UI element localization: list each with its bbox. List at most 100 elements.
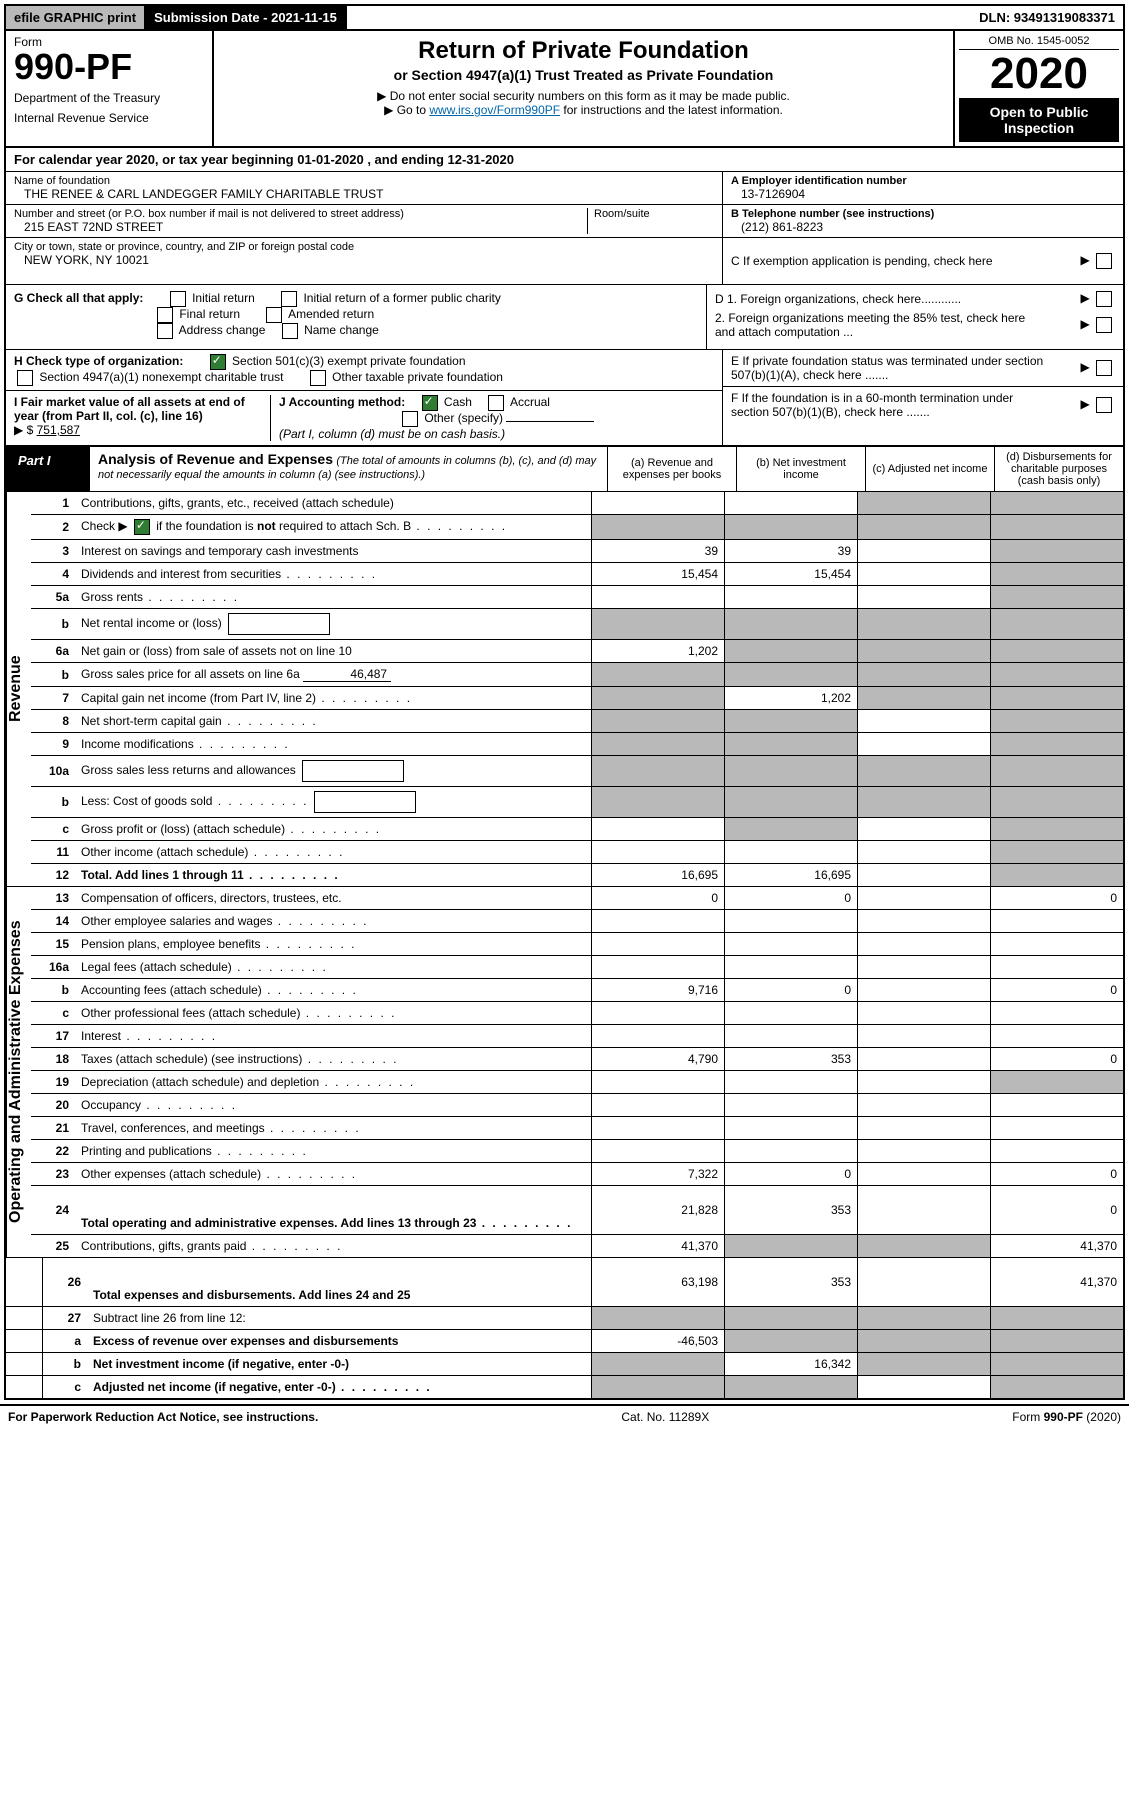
value-cell — [991, 1330, 1124, 1353]
value-cell: 16,695 — [725, 864, 858, 887]
d1-label: D 1. Foreign organizations, check here..… — [715, 292, 961, 306]
value-cell — [991, 933, 1124, 956]
e-checkbox[interactable] — [1096, 360, 1112, 376]
g-address-checkbox[interactable] — [157, 323, 173, 339]
value-cell — [725, 787, 858, 818]
value-cell — [725, 663, 858, 687]
value-cell: 16,695 — [592, 864, 725, 887]
f-checkbox[interactable] — [1096, 397, 1112, 413]
line-number: 1 — [31, 492, 75, 515]
h-opt3: Other taxable private foundation — [332, 370, 503, 384]
value-cell: 0 — [592, 887, 725, 910]
value-cell — [991, 1025, 1124, 1048]
table-row: 3Interest on savings and temporary cash … — [31, 540, 1123, 563]
h-501c3-checkbox[interactable] — [210, 354, 226, 370]
value-cell — [858, 540, 991, 563]
revenue-section: Revenue 1Contributions, gifts, grants, e… — [6, 492, 1123, 886]
j-other-line[interactable] — [506, 421, 594, 422]
col-b-header: (b) Net investment income — [736, 447, 865, 491]
value-cell — [858, 1048, 991, 1071]
c-label: C If exemption application is pending, c… — [731, 254, 993, 268]
addr-cell: Number and street (or P.O. box number if… — [6, 205, 722, 238]
value-cell — [725, 492, 858, 515]
col-a-header: (a) Revenue and expenses per books — [607, 447, 736, 491]
g-opt-5: Name change — [304, 323, 379, 337]
value-cell — [725, 609, 858, 640]
table-row: bNet rental income or (loss) — [31, 609, 1123, 640]
d2-label: 2. Foreign organizations meeting the 85%… — [715, 311, 1035, 339]
value-cell — [858, 663, 991, 687]
line-number: 17 — [31, 1025, 75, 1048]
sub-input-box[interactable] — [228, 613, 330, 635]
value-cell — [592, 1353, 725, 1376]
form-title: Return of Private Foundation — [224, 37, 943, 65]
table-row: 13Compensation of officers, directors, t… — [31, 887, 1123, 910]
value-cell: 9,716 — [592, 979, 725, 1002]
value-cell — [725, 586, 858, 609]
line-description: Compensation of officers, directors, tru… — [75, 887, 592, 910]
line-number: 9 — [31, 733, 75, 756]
value-cell — [991, 818, 1124, 841]
value-cell — [858, 1186, 991, 1235]
h-4947-checkbox[interactable] — [17, 370, 33, 386]
value-cell — [858, 1376, 991, 1399]
j-other-checkbox[interactable] — [402, 411, 418, 427]
value-cell — [725, 818, 858, 841]
dln-number: DLN: 93491319083371 — [971, 6, 1123, 29]
g-initial-checkbox[interactable] — [170, 291, 186, 307]
g-name-checkbox[interactable] — [282, 323, 298, 339]
value-cell — [858, 956, 991, 979]
value-cell — [858, 640, 991, 663]
value-cell — [991, 1307, 1124, 1330]
tax-year: 2020 — [959, 52, 1119, 96]
value-cell — [858, 492, 991, 515]
h-label: H Check type of organization: — [14, 354, 183, 368]
value-cell — [991, 756, 1124, 787]
line-description: Less: Cost of goods sold — [75, 787, 592, 818]
line-description: Net investment income (if negative, ente… — [87, 1353, 592, 1376]
line-number: 20 — [31, 1094, 75, 1117]
schb-checkbox[interactable] — [134, 519, 150, 535]
d2-checkbox[interactable] — [1096, 317, 1112, 333]
irs-link[interactable]: www.irs.gov/Form990PF — [429, 103, 560, 117]
table-row: 6aNet gain or (loss) from sale of assets… — [31, 640, 1123, 663]
page-footer: For Paperwork Reduction Act Notice, see … — [0, 1404, 1129, 1428]
value-cell — [858, 710, 991, 733]
value-cell: 41,370 — [991, 1258, 1124, 1307]
value-cell: 0 — [725, 979, 858, 1002]
value-cell — [991, 1140, 1124, 1163]
sub-input-box[interactable] — [302, 760, 404, 782]
value-cell — [725, 910, 858, 933]
line-description: Other employee salaries and wages — [75, 910, 592, 933]
submission-date: Submission Date - 2021-11-15 — [146, 6, 347, 29]
g-former-checkbox[interactable] — [281, 291, 297, 307]
value-cell — [858, 1235, 991, 1258]
table-row: 9Income modifications — [31, 733, 1123, 756]
sub-input-box[interactable] — [314, 791, 416, 813]
value-cell: 15,454 — [592, 563, 725, 586]
value-cell — [858, 1025, 991, 1048]
g-amended-checkbox[interactable] — [266, 307, 282, 323]
table-row: bGross sales price for all assets on lin… — [31, 663, 1123, 687]
foundation-name: THE RENEE & CARL LANDEGGER FAMILY CHARIT… — [14, 187, 714, 201]
table-row: bNet investment income (if negative, ent… — [6, 1353, 1123, 1376]
g-opt-0: Initial return — [192, 291, 255, 305]
c-checkbox[interactable] — [1096, 253, 1112, 269]
j-cash-checkbox[interactable] — [422, 395, 438, 411]
instruction-2: ▶ Go to www.irs.gov/Form990PF for instru… — [224, 103, 943, 117]
footer-left: For Paperwork Reduction Act Notice, see … — [8, 1410, 318, 1424]
value-cell: 1,202 — [725, 687, 858, 710]
line-description: Interest — [75, 1025, 592, 1048]
line-number: 14 — [31, 910, 75, 933]
instruction-1: ▶ Do not enter social security numbers o… — [224, 89, 943, 103]
line-number: 3 — [31, 540, 75, 563]
j-accrual-checkbox[interactable] — [488, 395, 504, 411]
line-description: Total. Add lines 1 through 11 — [75, 864, 592, 887]
value-cell — [592, 710, 725, 733]
spacer-cell — [6, 1353, 43, 1376]
d1-checkbox[interactable] — [1096, 291, 1112, 307]
value-cell — [858, 841, 991, 864]
h-other-checkbox[interactable] — [310, 370, 326, 386]
g-final-checkbox[interactable] — [157, 307, 173, 323]
g-label: G Check all that apply: — [14, 291, 143, 305]
